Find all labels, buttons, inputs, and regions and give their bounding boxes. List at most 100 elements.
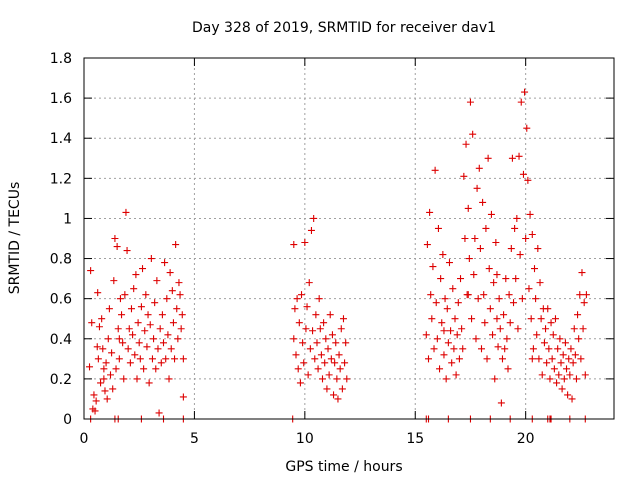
data-point <box>501 345 509 353</box>
data-point <box>540 339 548 347</box>
data-point <box>156 325 164 333</box>
data-point <box>436 365 444 373</box>
data-point <box>171 355 179 363</box>
data-point <box>310 214 318 222</box>
data-point <box>322 335 330 343</box>
data-point <box>179 393 187 401</box>
data-point <box>519 170 527 178</box>
data-point <box>87 267 95 275</box>
data-point <box>305 279 313 287</box>
data-point <box>102 359 110 367</box>
data-point <box>333 375 341 383</box>
data-point <box>564 391 572 399</box>
data-point <box>163 295 171 303</box>
data-point <box>113 243 121 251</box>
data-point <box>337 325 345 333</box>
data-point <box>433 335 441 343</box>
data-point <box>154 345 162 353</box>
data-point <box>320 319 328 327</box>
data-point <box>511 224 519 232</box>
data-point <box>112 365 120 373</box>
data-point <box>153 277 161 285</box>
data-point <box>91 407 99 415</box>
data-point <box>582 291 590 299</box>
data-point <box>129 331 137 339</box>
data-point <box>460 172 468 180</box>
x-tick-label: 5 <box>190 431 199 447</box>
data-point <box>447 327 455 335</box>
data-point <box>148 355 156 363</box>
data-point <box>534 245 542 253</box>
data-point <box>292 351 300 359</box>
data-point <box>567 345 575 353</box>
data-point <box>551 315 559 323</box>
data-point <box>464 291 472 299</box>
data-point <box>468 315 476 323</box>
data-point <box>335 351 343 359</box>
data-point <box>123 247 131 255</box>
data-point <box>174 335 182 343</box>
data-point <box>517 98 525 106</box>
data-point <box>506 319 514 327</box>
x-tick-label: 0 <box>80 431 89 447</box>
data-point <box>493 271 501 279</box>
data-point <box>504 365 512 373</box>
data-point <box>177 325 185 333</box>
data-point <box>151 299 159 307</box>
data-point <box>452 371 460 379</box>
grid <box>84 58 614 419</box>
plot-frame <box>83 57 615 420</box>
data-point <box>458 325 466 333</box>
data-point <box>339 315 347 323</box>
data-point <box>140 365 148 373</box>
data-point <box>298 291 306 299</box>
data-point <box>503 335 511 343</box>
y-tick-label: 0.6 <box>50 292 72 308</box>
data-point <box>290 335 298 343</box>
data-point <box>429 263 437 271</box>
data-point <box>496 325 504 333</box>
data-point <box>563 365 571 373</box>
data-point <box>439 251 447 259</box>
data-point <box>427 291 435 299</box>
data-point <box>172 241 180 249</box>
data-point <box>97 379 105 387</box>
data-point <box>462 140 470 148</box>
data-point <box>321 359 329 367</box>
y-tick-label: 1.8 <box>50 51 72 67</box>
data-point <box>578 269 586 277</box>
data-point <box>522 235 530 242</box>
data-point <box>476 245 484 253</box>
data-point <box>561 339 569 347</box>
data-point <box>325 371 333 379</box>
data-point <box>145 379 153 387</box>
data-point <box>457 275 465 283</box>
data-point <box>492 239 500 247</box>
data-point <box>472 335 480 343</box>
data-point <box>100 375 108 383</box>
x-axis-label: GPS time / hours <box>285 459 402 475</box>
data-point <box>168 287 176 295</box>
data-point <box>93 343 101 351</box>
data-point <box>450 345 458 353</box>
data-point <box>454 299 462 307</box>
y-tick-label: 1 <box>63 211 72 227</box>
data-point <box>108 349 116 357</box>
data-point <box>152 365 160 373</box>
data-point <box>431 166 439 174</box>
data-point <box>570 325 578 333</box>
data-point <box>572 375 580 383</box>
data-point <box>104 335 112 343</box>
data-point <box>131 351 139 359</box>
data-point <box>130 285 138 293</box>
data-point <box>103 395 111 403</box>
data-point <box>576 291 584 299</box>
data-point <box>579 325 587 333</box>
data-point <box>343 375 351 383</box>
data-point <box>537 315 545 323</box>
data-point <box>481 319 489 327</box>
data-point <box>139 265 147 273</box>
data-point <box>428 315 436 323</box>
